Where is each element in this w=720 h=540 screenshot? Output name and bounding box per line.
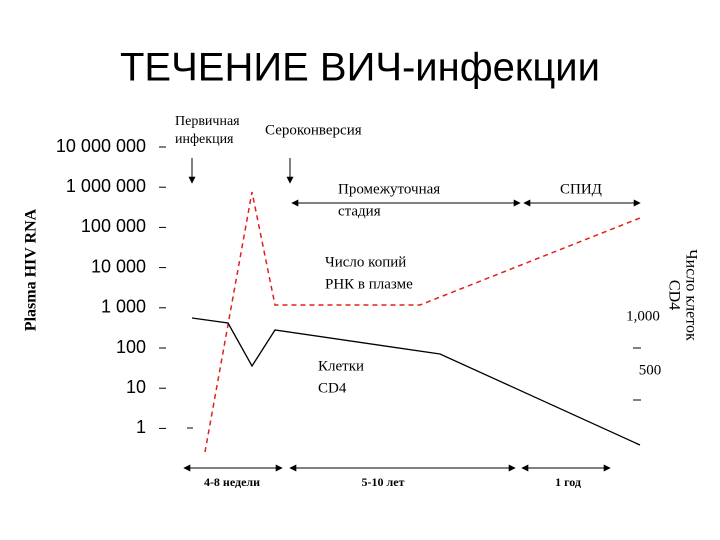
- annotation: РНК в плазме: [325, 276, 413, 292]
- annotation: СПИД: [560, 181, 602, 197]
- annotation: Первичная: [175, 114, 240, 129]
- left-tick-label: 1 000 000: [66, 176, 146, 196]
- period-label: 4-8 недели: [204, 475, 260, 489]
- left-tick-label: 10: [126, 377, 146, 397]
- right-axis-title-line: Число клеток: [682, 249, 699, 341]
- period-label: 1 год: [555, 475, 581, 489]
- right-axis-title: Число клеток CD4: [665, 249, 699, 341]
- annotation: стадия: [338, 203, 381, 219]
- title: ТЕЧЕНИЕ ВИЧ-инфекции: [120, 46, 600, 90]
- annotation: Сероконверсия: [265, 122, 362, 138]
- right-tick-label: 500: [639, 362, 662, 378]
- annotation: CD4: [318, 380, 347, 396]
- left-tick-label: 100: [116, 337, 146, 357]
- left-axis-title: Plasma HIV RNA: [23, 208, 40, 331]
- left-tick-label: 10 000: [91, 256, 146, 276]
- annotation: Клетки: [318, 358, 364, 374]
- annotation: Число копий: [325, 254, 406, 270]
- right-axis-title-line: CD4: [665, 280, 682, 310]
- period-label: 5-10 лет: [362, 475, 405, 489]
- annotation: инфекция: [175, 132, 234, 147]
- right-tick-label: 1,000: [626, 308, 660, 324]
- left-axis: 10 000 000 1 000 000 100 000 10 000 1 000 100…: [56, 136, 166, 437]
- left-tick-label: 1 000: [101, 297, 146, 317]
- cd4-curve: [191, 317, 641, 446]
- left-tick-label: 1: [136, 417, 146, 437]
- annotation: Промежуточная: [338, 181, 440, 197]
- left-tick-label: 100 000: [81, 216, 146, 236]
- left-tick-label: 10 000 000: [56, 136, 146, 156]
- rna-curve: [204, 191, 641, 453]
